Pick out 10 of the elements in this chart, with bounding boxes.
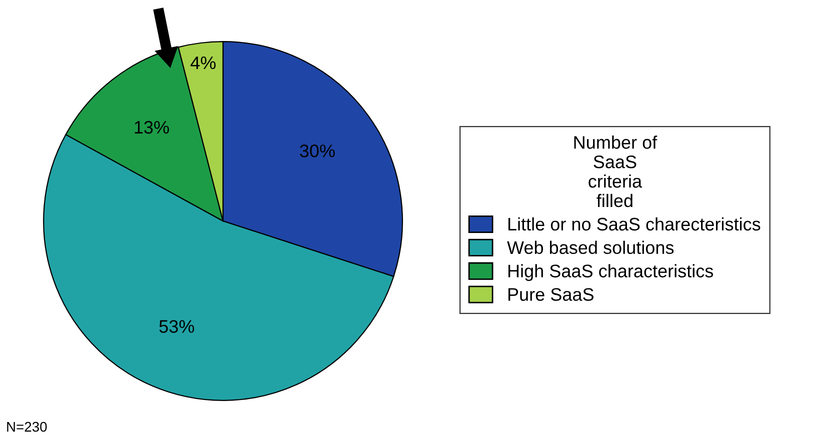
data-label: 13% [134, 120, 169, 134]
legend-title: Number of SaaS criteria filled [574, 136, 658, 208]
data-label: 30% [300, 144, 335, 158]
legend-label: Web based solutions [507, 240, 674, 254]
data-label: 4% [190, 56, 216, 70]
legend-label: Little or no SaaS charecteristics [508, 217, 760, 231]
data-label: 53% [159, 320, 194, 333]
legend-label: High SaaS characteristics [508, 264, 714, 282]
legend-label: Pure SaaS [508, 288, 594, 301]
text: N=230 [7, 422, 47, 432]
